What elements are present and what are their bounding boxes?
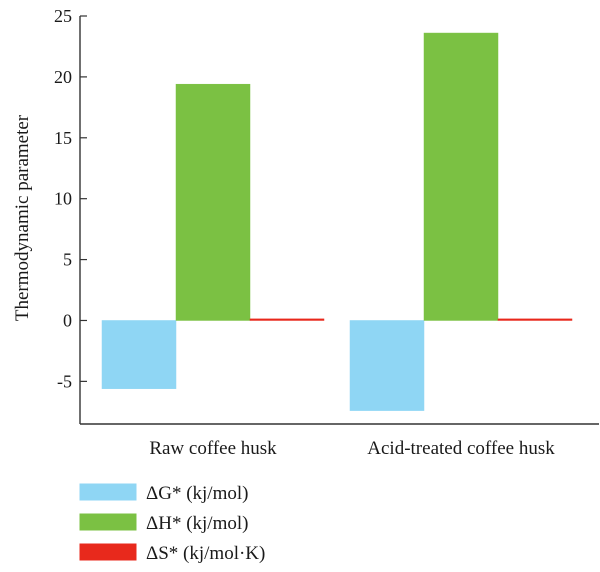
x-axis: Raw coffee husk Acid-treated coffee husk xyxy=(80,423,599,459)
y-tick-label: -5 xyxy=(57,371,72,391)
y-tick-label: 5 xyxy=(63,250,72,270)
y-axis: 25 20 15 10 5 0 -5 xyxy=(54,6,87,424)
y-tick-label: 15 xyxy=(54,128,72,148)
bar xyxy=(249,318,325,321)
y-tick-label: 25 xyxy=(54,6,72,26)
y-tick-label: 10 xyxy=(54,189,72,209)
bar xyxy=(423,32,499,321)
bar xyxy=(175,83,251,321)
y-tick-label: 20 xyxy=(54,67,72,87)
y-axis-title: Thermodynamic parameter xyxy=(12,114,33,321)
bars xyxy=(101,32,573,411)
legend-label: ΔG* (kj/mol) xyxy=(146,483,248,504)
bar xyxy=(497,318,573,321)
legend-swatch xyxy=(79,483,137,501)
legend-label: ΔH* (kj/mol) xyxy=(146,513,248,534)
legend-swatch xyxy=(79,513,137,531)
legend-label: ΔS* (kj/mol·K) xyxy=(146,543,265,564)
legend: ΔG* (kj/mol) ΔH* (kj/mol) ΔS* (kj/mol·K) xyxy=(79,483,265,564)
bar xyxy=(101,320,177,389)
y-tick-label: 0 xyxy=(63,310,72,330)
x-category-label: Raw coffee husk xyxy=(149,438,277,459)
bar xyxy=(349,320,425,411)
x-category-label: Acid-treated coffee husk xyxy=(367,438,555,459)
legend-swatch xyxy=(79,543,137,561)
